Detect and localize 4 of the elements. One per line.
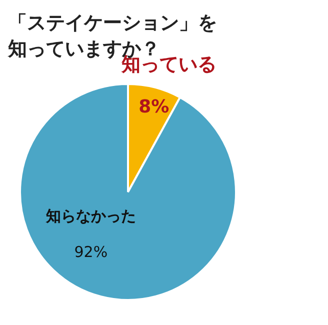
slice-label: 知らなかった <box>44 207 136 226</box>
data-label: 8% <box>138 96 170 118</box>
pie-slice <box>19 83 237 301</box>
data-label: 92% <box>74 243 108 262</box>
